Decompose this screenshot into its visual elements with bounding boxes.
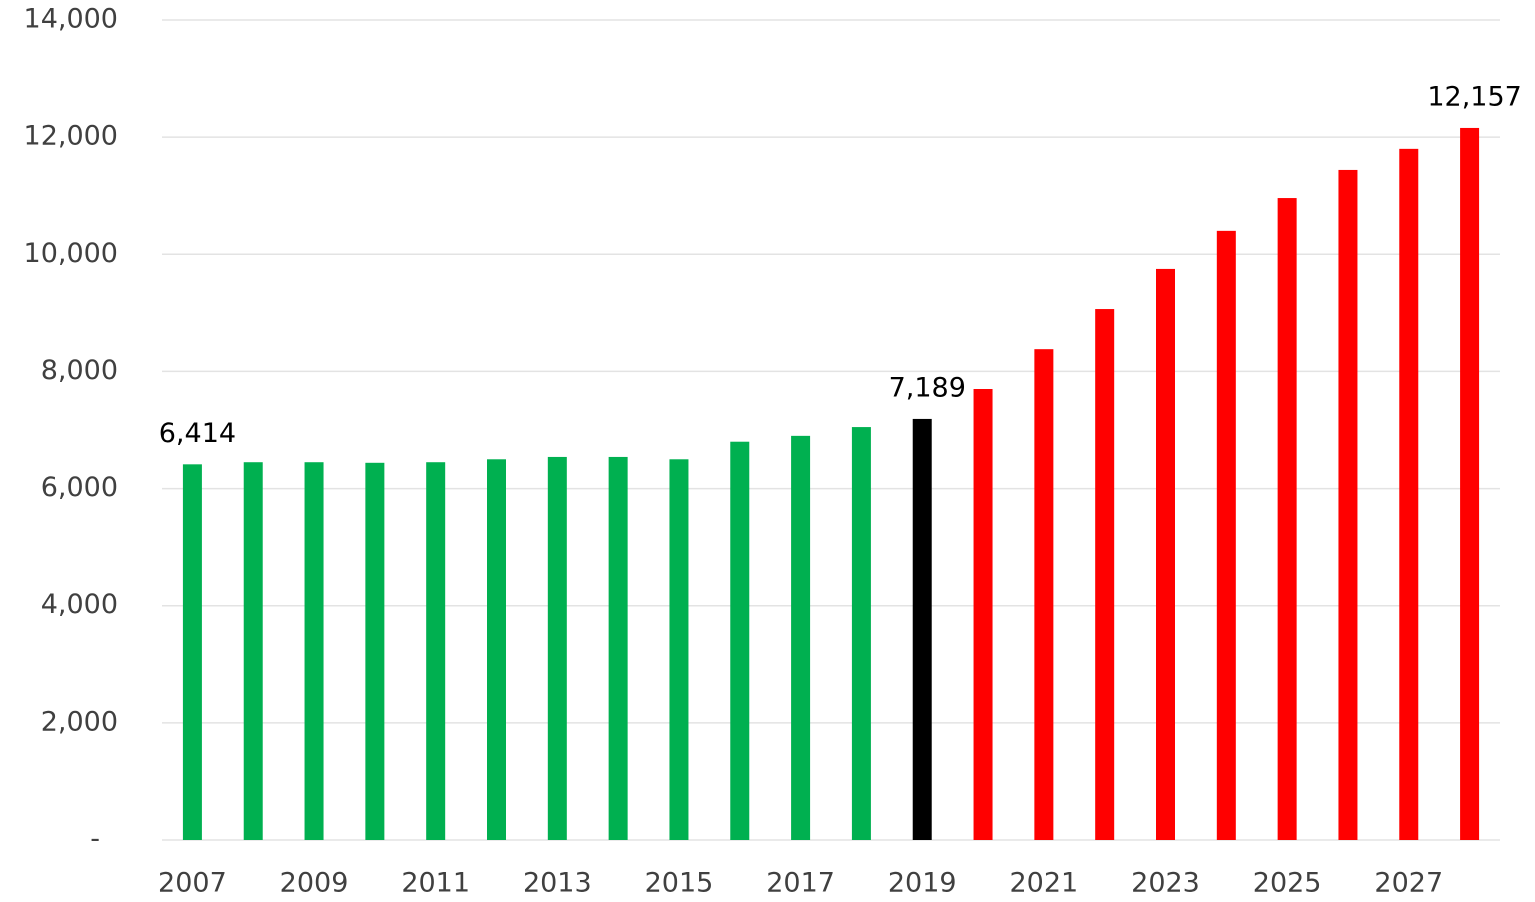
- bar: [1399, 148, 1419, 840]
- bar: [1277, 198, 1297, 841]
- data-label: 7,189: [889, 372, 966, 403]
- bar: [1156, 268, 1175, 840]
- x-tick-label: 2017: [766, 868, 835, 899]
- y-tick-label: 14,000: [24, 4, 118, 35]
- data-label: 12,157: [1427, 81, 1521, 112]
- y-tick-label: 10,000: [24, 238, 118, 269]
- x-tick-label: 2021: [1010, 868, 1079, 899]
- x-tick-label: 2025: [1253, 868, 1322, 899]
- bar: [243, 462, 263, 840]
- bar: [304, 462, 324, 840]
- bar: [1460, 127, 1480, 840]
- y-tick-label: -: [90, 824, 100, 855]
- y-tick-label: 4,000: [41, 589, 118, 620]
- x-tick-label: 2013: [523, 868, 592, 899]
- bar: [1034, 349, 1054, 840]
- x-tick-label: 2023: [1131, 868, 1200, 899]
- x-tick-label: 2015: [645, 868, 714, 899]
- y-tick-label: 12,000: [24, 121, 118, 152]
- bar: [730, 441, 750, 840]
- bar: [791, 435, 811, 840]
- y-tick-label: 6,000: [41, 472, 118, 503]
- bar: [487, 459, 506, 840]
- bar: [365, 462, 385, 840]
- bar: [1338, 169, 1358, 840]
- data-label: 6,414: [159, 418, 236, 449]
- bar: [182, 464, 202, 840]
- x-tick-label: 2027: [1374, 868, 1443, 899]
- y-tick-label: 2,000: [41, 706, 118, 737]
- bar: [851, 427, 871, 840]
- bar: [426, 462, 446, 840]
- x-tick-label: 2019: [888, 868, 957, 899]
- bar: [912, 418, 932, 840]
- bar: [608, 456, 628, 840]
- x-tick-label: 2007: [158, 868, 227, 899]
- bar: [547, 456, 567, 840]
- bar: [973, 389, 993, 840]
- y-tick-label: 8,000: [41, 355, 118, 386]
- bar: [1095, 309, 1115, 840]
- bar: [669, 459, 689, 840]
- x-tick-label: 2009: [280, 868, 349, 899]
- x-tick-label: 2011: [401, 868, 470, 899]
- bar: [1216, 230, 1236, 840]
